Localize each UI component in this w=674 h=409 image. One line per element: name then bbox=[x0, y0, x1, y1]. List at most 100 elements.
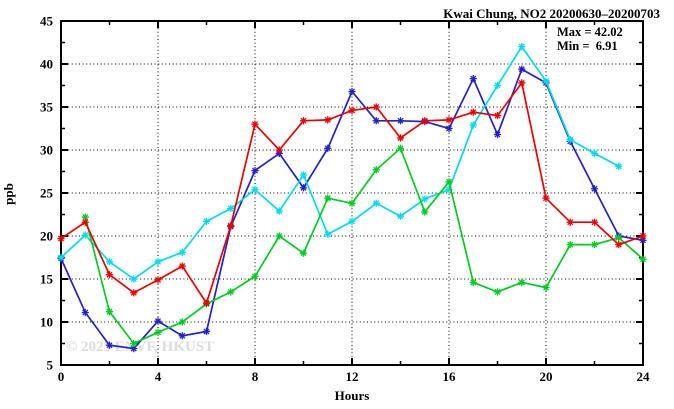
line-red-marker bbox=[324, 116, 331, 123]
line-red-marker bbox=[300, 117, 307, 124]
line-cyan-marker bbox=[106, 258, 113, 265]
line-blue-marker bbox=[106, 342, 113, 349]
line-red-marker bbox=[445, 116, 453, 123]
line-cyan-marker bbox=[591, 150, 598, 157]
line-cyan-marker bbox=[179, 249, 186, 256]
line-green-marker bbox=[615, 234, 622, 241]
line-cyan-marker bbox=[300, 171, 307, 178]
line-cyan-marker bbox=[542, 78, 550, 85]
line-cyan-marker bbox=[470, 122, 477, 129]
line-green-marker bbox=[494, 288, 501, 295]
line-cyan-marker bbox=[130, 275, 137, 283]
line-green-marker bbox=[179, 318, 186, 326]
line-cyan-marker bbox=[324, 231, 331, 238]
line-cyan-marker bbox=[567, 136, 574, 143]
line-green-marker bbox=[300, 250, 307, 257]
x-tick-label: 4 bbox=[155, 369, 162, 384]
line-red-marker bbox=[276, 146, 283, 154]
line-cyan-marker bbox=[203, 218, 210, 225]
watermark: © 2025 ENVF, HKUST bbox=[66, 339, 215, 355]
line-blue-marker bbox=[82, 309, 89, 316]
line-red-marker bbox=[82, 219, 89, 226]
y-tick-label: 45 bbox=[40, 14, 54, 29]
line-green-marker bbox=[445, 178, 453, 185]
line-green-marker bbox=[324, 195, 331, 202]
line-blue-marker bbox=[348, 88, 356, 95]
line-red-marker bbox=[567, 219, 574, 226]
line-cyan-marker bbox=[494, 82, 501, 89]
stats-box: Max = 42.02 Min = 6.91 bbox=[557, 25, 623, 53]
line-green-marker bbox=[518, 279, 525, 286]
line-green-marker bbox=[348, 200, 356, 207]
line-cyan-marker bbox=[373, 200, 380, 207]
line-red-marker bbox=[348, 107, 356, 114]
line-green-marker bbox=[373, 166, 380, 173]
x-tick-label: 8 bbox=[252, 369, 259, 384]
line-red-marker bbox=[373, 103, 380, 111]
line-blue-marker bbox=[203, 328, 210, 335]
chart-title: Kwai Chung, NO2 20200630–20200703 bbox=[443, 6, 660, 21]
line-blue-marker bbox=[470, 75, 477, 82]
line-green-marker bbox=[130, 340, 137, 347]
line-cyan-marker bbox=[615, 163, 622, 170]
line-green-marker bbox=[106, 308, 113, 315]
y-axis-label: ppb bbox=[1, 183, 16, 205]
x-tick-label: 20 bbox=[540, 369, 553, 384]
line-green bbox=[84, 146, 644, 345]
line-red-marker bbox=[615, 241, 622, 248]
x-tick-label: 16 bbox=[443, 369, 457, 384]
y-tick-label: 10 bbox=[40, 315, 53, 330]
y-tick-label: 25 bbox=[40, 186, 54, 201]
line-red-marker bbox=[130, 289, 137, 296]
line-green-marker bbox=[639, 256, 647, 263]
line-blue-marker bbox=[179, 332, 186, 339]
line-green-marker bbox=[276, 232, 283, 240]
line-red-marker bbox=[57, 235, 65, 242]
line-blue-marker bbox=[324, 145, 331, 152]
line-red-marker bbox=[227, 222, 234, 229]
line-green-marker bbox=[542, 284, 550, 291]
x-tick-label: 12 bbox=[346, 369, 359, 384]
line-cyan-marker bbox=[82, 232, 89, 239]
max-value-label: Max = 42.02 bbox=[557, 25, 623, 39]
line-red-marker bbox=[470, 109, 477, 116]
line-blue-marker bbox=[445, 125, 453, 132]
line-green-marker bbox=[591, 241, 598, 248]
y-tick-label: 40 bbox=[40, 57, 53, 72]
line-cyan-marker bbox=[251, 186, 259, 193]
line-blue-marker bbox=[130, 345, 137, 352]
line-cyan-marker bbox=[421, 196, 428, 203]
line-green-marker bbox=[82, 214, 89, 221]
line-cyan-marker bbox=[518, 43, 525, 50]
y-tick-label: 35 bbox=[40, 100, 54, 115]
line-blue-marker bbox=[397, 117, 404, 124]
line-cyan-marker bbox=[227, 205, 234, 212]
line-blue-marker bbox=[591, 185, 598, 192]
line-red-marker bbox=[494, 112, 501, 119]
x-tick-label: 24 bbox=[637, 369, 651, 384]
line-green-marker bbox=[154, 329, 162, 336]
line-red-marker bbox=[591, 219, 598, 226]
line-blue-marker bbox=[300, 184, 307, 191]
line-blue-marker bbox=[154, 318, 162, 325]
line-red-marker bbox=[518, 79, 525, 86]
line-green-marker bbox=[567, 241, 574, 248]
line-cyan-marker bbox=[154, 258, 162, 265]
line-blue-marker bbox=[518, 66, 525, 73]
line-red-marker bbox=[421, 117, 428, 124]
line-red-marker bbox=[397, 134, 404, 141]
line-red-marker bbox=[179, 263, 186, 270]
line-cyan-marker bbox=[276, 208, 283, 215]
line-blue-marker bbox=[251, 167, 259, 174]
line-green-marker bbox=[397, 145, 404, 152]
line-red-marker bbox=[154, 276, 162, 283]
x-tick-label: 0 bbox=[58, 369, 65, 384]
line-blue-marker bbox=[373, 117, 380, 124]
line-cyan-marker bbox=[397, 213, 404, 220]
line-red-marker bbox=[639, 232, 647, 240]
min-value-label: Min = 6.91 bbox=[557, 39, 618, 53]
y-tick-label: 5 bbox=[47, 358, 54, 373]
line-green-marker bbox=[421, 208, 428, 215]
